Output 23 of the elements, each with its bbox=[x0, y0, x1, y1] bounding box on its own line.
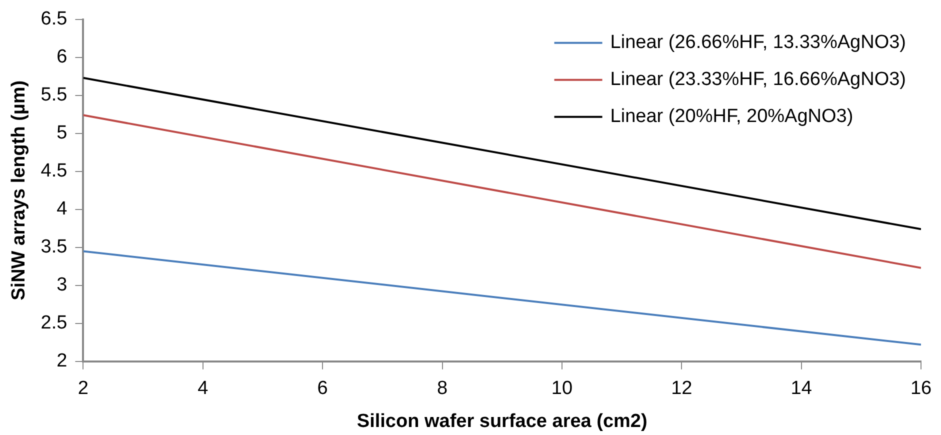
y-tick-label: 3.5 bbox=[40, 236, 68, 258]
y-tick-label: 6 bbox=[56, 46, 68, 68]
y-axis-title: SiNW arrays length (µm) bbox=[8, 80, 30, 300]
y-tick-label: 6.5 bbox=[40, 8, 68, 30]
y-tick-label: 3 bbox=[56, 274, 68, 296]
x-axis-title: Silicon wafer surface area (cm2) bbox=[356, 410, 648, 432]
y-tick-label: 5 bbox=[56, 122, 68, 144]
x-tick-label: 12 bbox=[671, 378, 692, 400]
y-tick-label: 5.5 bbox=[40, 84, 68, 106]
x-tick-label: 10 bbox=[551, 378, 573, 400]
legend-label: Linear (23.33%HF, 16.66%AgNO3) bbox=[610, 69, 906, 90]
x-tick-label: 6 bbox=[317, 378, 328, 400]
x-tick-label: 14 bbox=[790, 378, 812, 400]
y-tick-label: 4 bbox=[56, 198, 68, 220]
x-tick-label: 4 bbox=[198, 378, 209, 400]
legend-label: Linear (26.66%HF, 13.33%AgNO3) bbox=[610, 32, 906, 54]
x-tick-label: 16 bbox=[910, 378, 932, 400]
x-tick-label: 8 bbox=[436, 378, 448, 400]
x-tick-label: 2 bbox=[78, 378, 88, 400]
y-tick-label: 4.5 bbox=[40, 160, 68, 182]
legend-label: Linear (20%HF, 20%AgNO3) bbox=[610, 106, 854, 128]
y-tick-label: 2 bbox=[56, 350, 68, 372]
y-tick-label: 2.5 bbox=[40, 312, 68, 334]
